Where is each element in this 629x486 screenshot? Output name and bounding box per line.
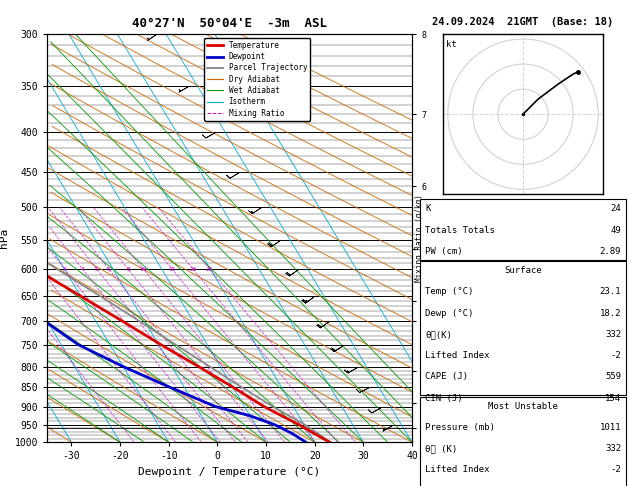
Text: © weatheronline.co.uk: © weatheronline.co.uk [470,472,576,481]
Text: Dewp (°C): Dewp (°C) [425,309,473,318]
Text: 15: 15 [169,266,175,272]
Text: K: K [425,205,430,213]
Y-axis label: hPa: hPa [0,228,9,248]
Text: 24: 24 [610,205,621,213]
Text: kt: kt [446,40,457,50]
Text: 332: 332 [605,330,621,339]
Text: Surface: Surface [504,266,542,275]
Text: 20: 20 [189,266,197,272]
Text: 3: 3 [63,266,67,272]
Text: 24.09.2024  21GMT  (Base: 18): 24.09.2024 21GMT (Base: 18) [432,17,614,27]
Text: 332: 332 [605,444,621,453]
Text: 4: 4 [81,266,84,272]
Text: 1011: 1011 [599,423,621,432]
Text: 23.1: 23.1 [599,287,621,296]
Text: CAPE (J): CAPE (J) [425,372,468,382]
Text: θᴄ(K): θᴄ(K) [425,330,452,339]
Text: Lifted Index: Lifted Index [425,466,489,474]
Text: Pressure (mb): Pressure (mb) [425,423,495,432]
Text: 6: 6 [107,266,111,272]
Text: 154: 154 [605,394,621,402]
Text: -2: -2 [610,466,621,474]
Text: Totals Totals: Totals Totals [425,226,495,235]
Text: Mixing Ratio (g/kg): Mixing Ratio (g/kg) [415,194,424,282]
Legend: Temperature, Dewpoint, Parcel Trajectory, Dry Adiabat, Wet Adiabat, Isotherm, Mi: Temperature, Dewpoint, Parcel Trajectory… [204,38,310,121]
Text: Lifted Index: Lifted Index [425,351,489,360]
Text: CIN (J): CIN (J) [425,394,462,402]
Text: PW (cm): PW (cm) [425,247,462,256]
Text: 18.2: 18.2 [599,309,621,318]
Y-axis label: km
ASL: km ASL [442,229,463,247]
Text: -2: -2 [610,351,621,360]
Text: 559: 559 [605,372,621,382]
Text: θᴄ (K): θᴄ (K) [425,444,457,453]
Text: 5: 5 [95,266,99,272]
X-axis label: Dewpoint / Temperature (°C): Dewpoint / Temperature (°C) [138,467,321,477]
Text: 2.89: 2.89 [599,247,621,256]
Text: Most Unstable: Most Unstable [488,402,558,411]
Text: Temp (°C): Temp (°C) [425,287,473,296]
Text: 10: 10 [140,266,147,272]
Text: 25: 25 [206,266,213,272]
Text: 49: 49 [610,226,621,235]
Text: 40°27'N  50°04'E  -3m  ASL: 40°27'N 50°04'E -3m ASL [132,17,327,30]
Text: 8: 8 [126,266,130,272]
